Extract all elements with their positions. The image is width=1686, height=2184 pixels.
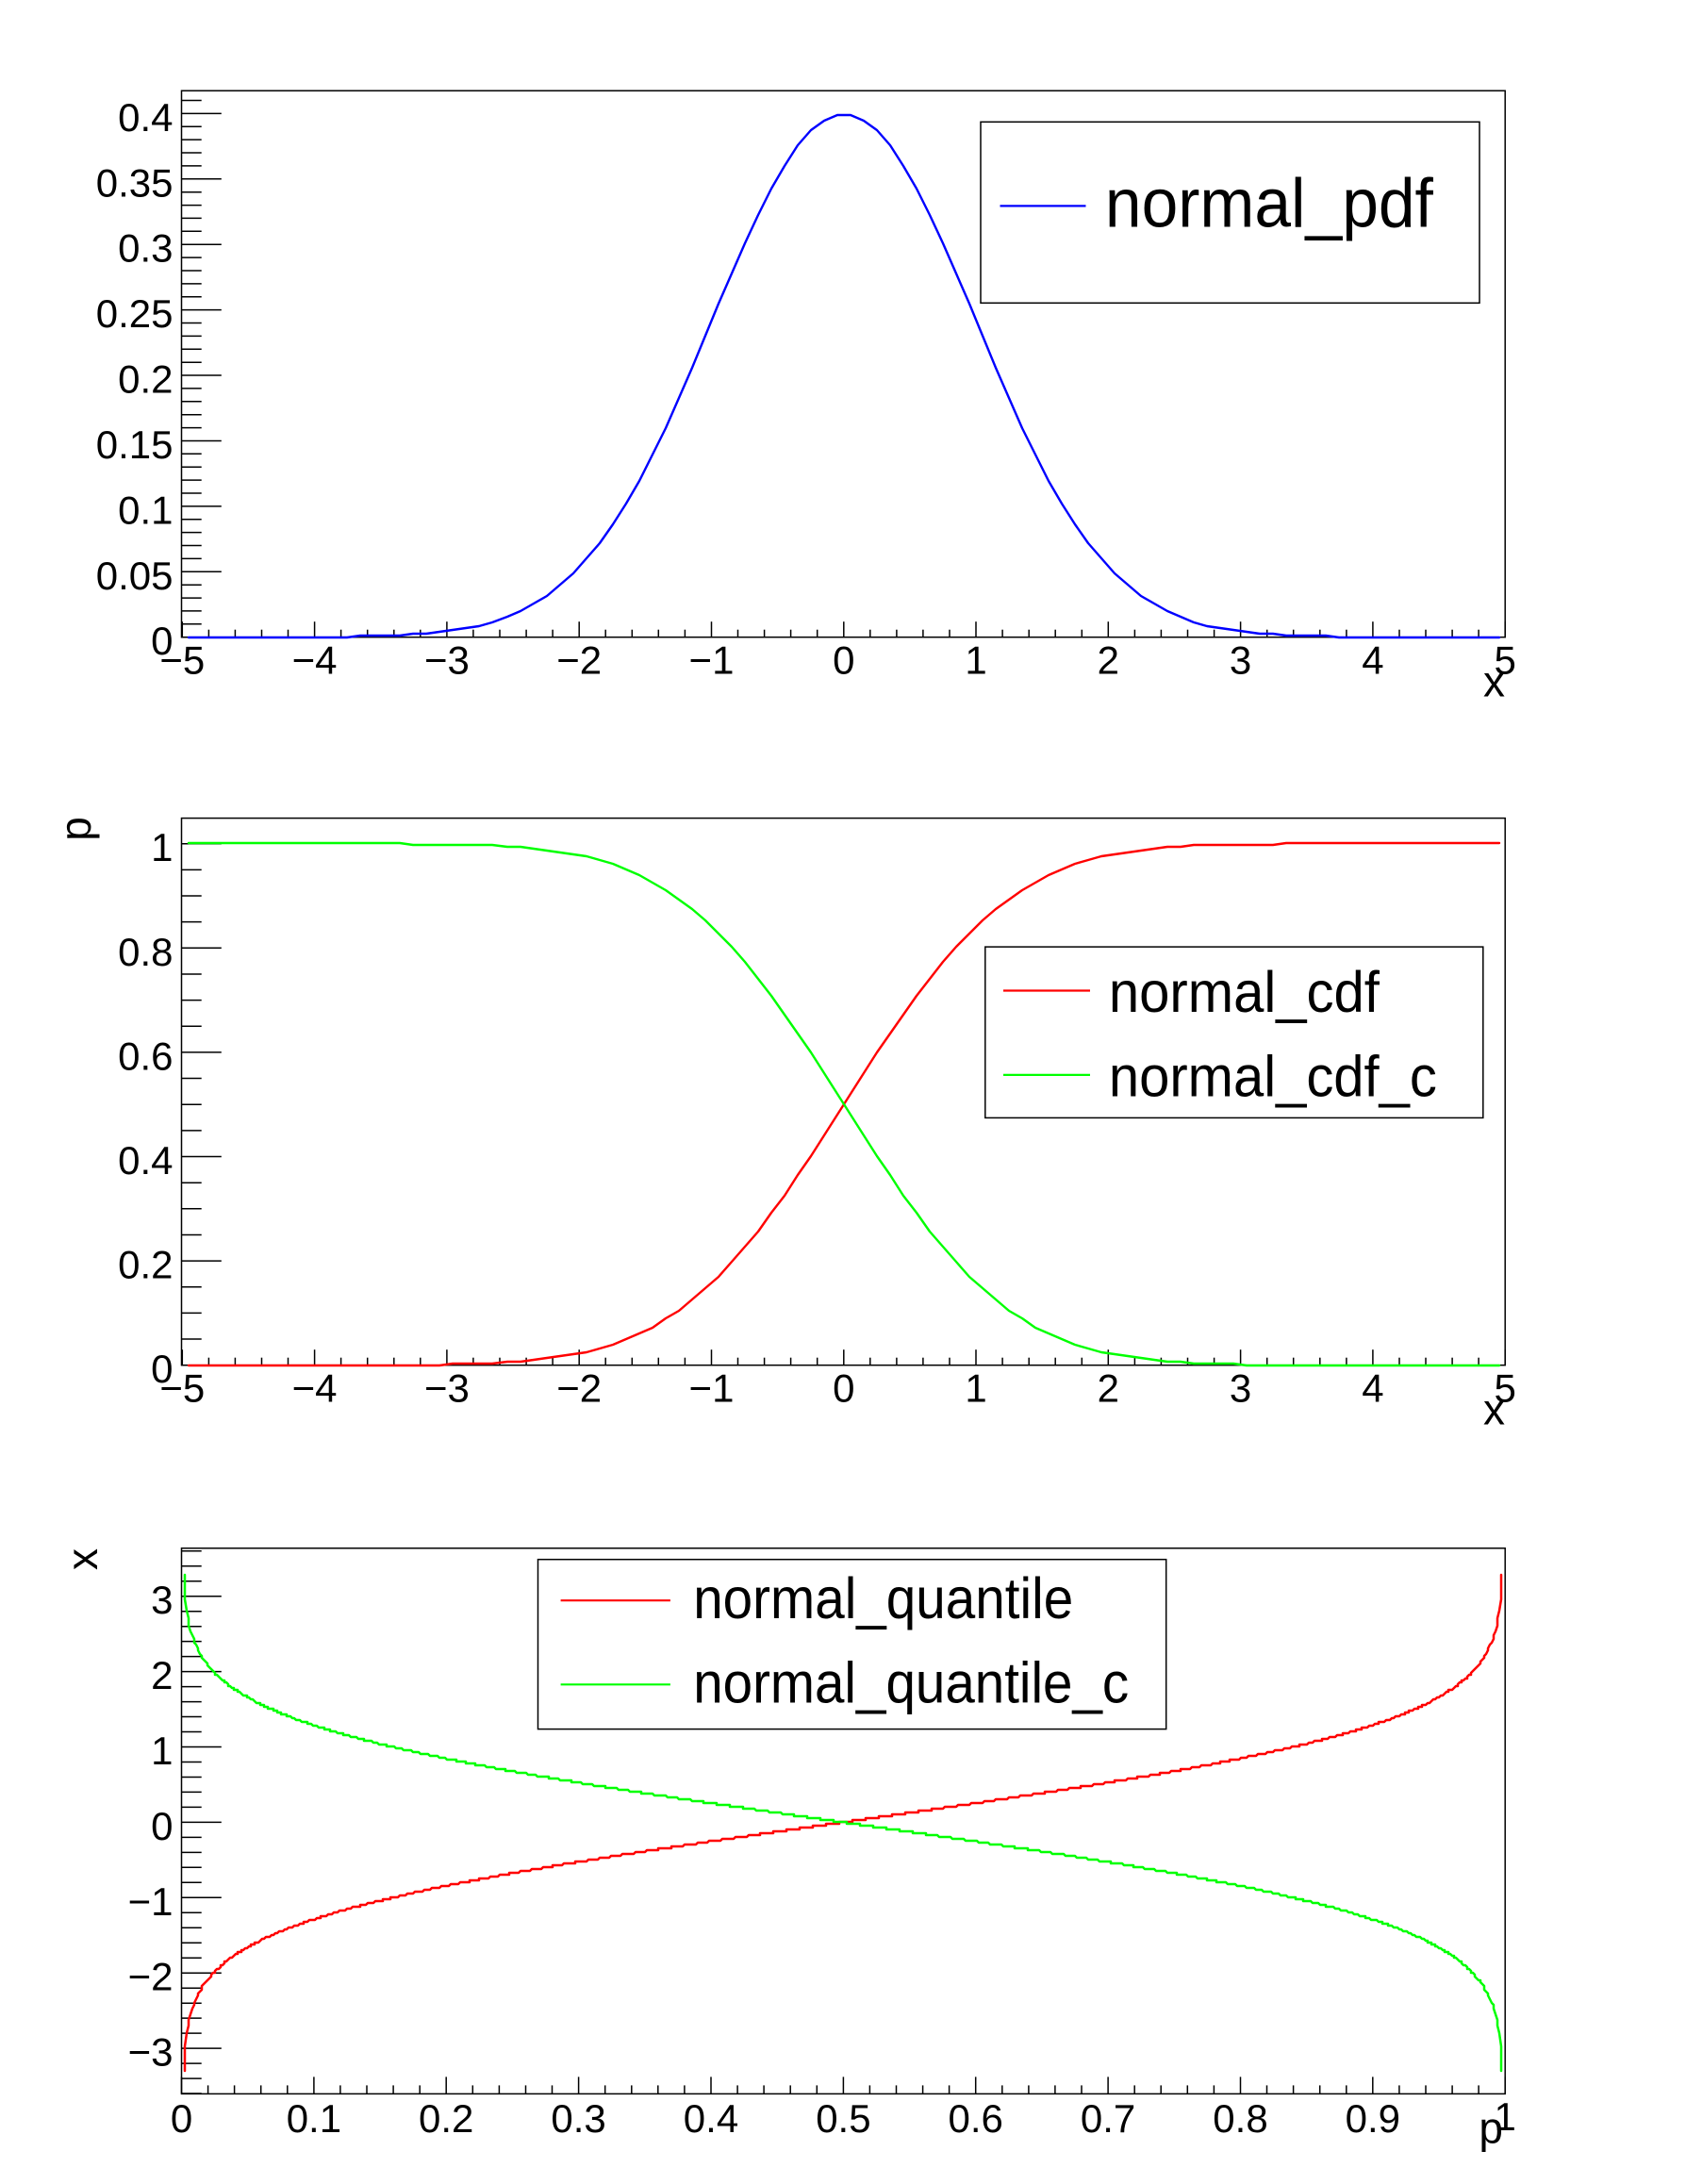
svg-text:0: 0 <box>151 1347 173 1391</box>
svg-text:0.4: 0.4 <box>118 95 173 140</box>
svg-text:0.2: 0.2 <box>118 357 173 402</box>
svg-text:−2: −2 <box>556 638 602 683</box>
svg-text:−4: −4 <box>292 1366 338 1411</box>
svg-text:1: 1 <box>151 1729 173 1773</box>
svg-text:0: 0 <box>151 619 173 663</box>
svg-text:normal_pdf: normal_pdf <box>1105 165 1434 241</box>
svg-text:−3: −3 <box>424 1366 470 1411</box>
svg-text:−1: −1 <box>128 1879 174 1924</box>
svg-text:4: 4 <box>1362 638 1383 683</box>
svg-text:0.35: 0.35 <box>96 160 174 205</box>
svg-text:0.8: 0.8 <box>118 930 173 974</box>
svg-text:0.3: 0.3 <box>551 2096 605 2141</box>
svg-text:0: 0 <box>151 1804 173 1848</box>
svg-text:−1: −1 <box>689 1366 735 1411</box>
svg-text:5: 5 <box>1495 1366 1516 1411</box>
svg-text:−3: −3 <box>424 638 470 683</box>
svg-text:3: 3 <box>1230 1366 1251 1411</box>
svg-text:normal_quantile: normal_quantile <box>693 1566 1073 1630</box>
svg-text:−3: −3 <box>128 2030 174 2075</box>
svg-text:0.9: 0.9 <box>1346 2096 1400 2141</box>
svg-text:p: p <box>1479 2104 1503 2153</box>
svg-text:0: 0 <box>171 2096 192 2141</box>
svg-text:−2: −2 <box>556 1366 602 1411</box>
svg-text:x: x <box>1483 657 1505 706</box>
svg-text:normal_quantile_c: normal_quantile_c <box>693 1650 1129 1714</box>
svg-text:3: 3 <box>151 1578 173 1622</box>
svg-text:1: 1 <box>151 825 173 869</box>
svg-text:0.2: 0.2 <box>419 2096 473 2141</box>
svg-text:0.15: 0.15 <box>96 422 174 467</box>
svg-text:−2: −2 <box>128 1955 174 1999</box>
svg-text:0: 0 <box>833 638 854 683</box>
svg-text:2: 2 <box>1098 1366 1119 1411</box>
svg-text:0.2: 0.2 <box>118 1243 173 1287</box>
svg-text:−1: −1 <box>689 638 735 683</box>
svg-text:0.7: 0.7 <box>1081 2096 1135 2141</box>
svg-text:x: x <box>1483 1385 1505 1434</box>
svg-text:0.4: 0.4 <box>684 2096 738 2141</box>
svg-text:0.25: 0.25 <box>96 291 174 336</box>
svg-text:−5: −5 <box>159 638 205 683</box>
svg-text:1: 1 <box>965 1366 986 1411</box>
svg-text:0.6: 0.6 <box>118 1034 173 1078</box>
svg-text:normal_cdf: normal_cdf <box>1109 960 1380 1024</box>
svg-text:2: 2 <box>151 1653 173 1697</box>
svg-text:1: 1 <box>965 638 986 683</box>
svg-text:0.1: 0.1 <box>287 2096 341 2141</box>
svg-text:0.5: 0.5 <box>816 2096 870 2141</box>
svg-text:0.4: 0.4 <box>118 1138 173 1183</box>
svg-text:0.05: 0.05 <box>96 554 174 598</box>
svg-text:2: 2 <box>1098 638 1119 683</box>
svg-text:0.1: 0.1 <box>118 488 173 532</box>
svg-text:4: 4 <box>1362 1366 1383 1411</box>
svg-text:−5: −5 <box>159 1366 205 1411</box>
svg-text:1: 1 <box>1495 2094 1516 2139</box>
svg-text:0.8: 0.8 <box>1213 2096 1267 2141</box>
svg-text:0: 0 <box>833 1366 854 1411</box>
svg-text:3: 3 <box>1230 638 1251 683</box>
svg-text:p: p <box>51 817 100 841</box>
svg-text:x: x <box>58 1548 107 1570</box>
svg-text:0.6: 0.6 <box>949 2096 1003 2141</box>
svg-text:0.3: 0.3 <box>118 226 173 271</box>
svg-text:5: 5 <box>1495 638 1516 683</box>
svg-text:normal_cdf_c: normal_cdf_c <box>1109 1044 1437 1108</box>
svg-text:−4: −4 <box>292 638 338 683</box>
